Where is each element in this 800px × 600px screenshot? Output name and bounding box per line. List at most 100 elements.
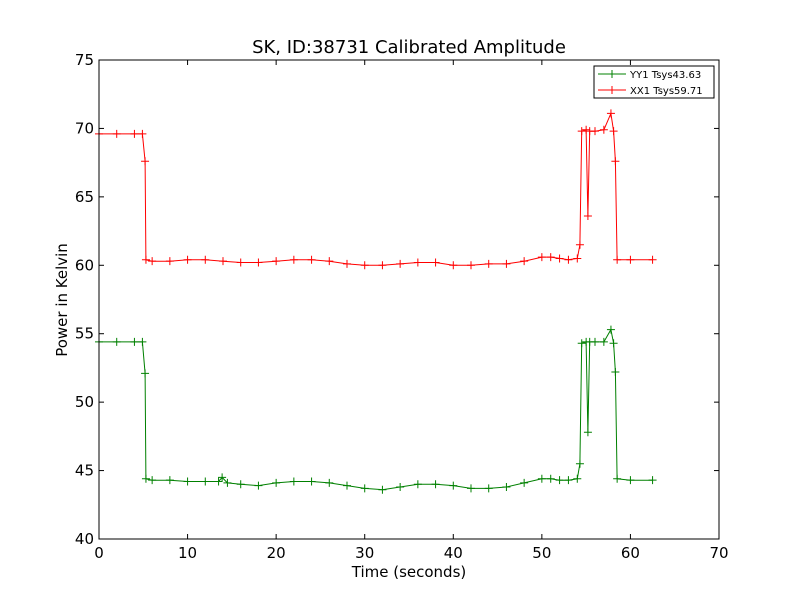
data-point (325, 478, 334, 487)
y-tick-label: 70 (75, 119, 94, 137)
data-point (582, 125, 591, 134)
data-point (236, 480, 245, 489)
y-tick-label: 40 (75, 530, 94, 548)
y-tick-label: 50 (75, 393, 94, 411)
x-tick-label: 70 (709, 544, 728, 562)
x-tick-label: 30 (355, 544, 374, 562)
x-tick-label: 10 (178, 544, 197, 562)
y-tick-label: 45 (75, 462, 94, 480)
data-point (141, 474, 150, 483)
data-point (396, 482, 405, 491)
data-point (254, 258, 263, 267)
plot-frame (98, 59, 720, 540)
data-point (413, 258, 422, 267)
data-point (609, 339, 618, 348)
data-point (613, 474, 622, 483)
data-point (165, 476, 174, 485)
data-point (648, 255, 657, 264)
data-point (609, 127, 618, 136)
legend: YY1 Tsys43.63 XX1 Tsys59.71 (593, 65, 715, 99)
data-point (591, 127, 599, 136)
data-point (130, 129, 139, 138)
data-point (546, 253, 555, 262)
data-point (218, 473, 227, 482)
data-point (577, 127, 586, 136)
data-point (325, 257, 334, 266)
data-point (343, 481, 351, 490)
legend-label: XX1 Tsys59.71 (630, 86, 703, 97)
data-point (575, 240, 584, 249)
data-point (141, 255, 150, 264)
x-tick-label: 50 (532, 544, 551, 562)
data-point (219, 257, 227, 266)
data-point (112, 129, 121, 138)
series-0 (95, 325, 657, 494)
data-point (648, 476, 657, 485)
data-point (307, 477, 316, 486)
data-point (599, 125, 608, 134)
data-point (537, 474, 546, 483)
data-point (254, 481, 263, 490)
data-point (272, 257, 281, 266)
series-line (99, 328, 653, 491)
legend-marker (608, 70, 616, 78)
legend-label: YY1 Tsys43.63 (629, 70, 701, 81)
data-point (130, 337, 139, 346)
chart-title: SK, ID:38731 Calibrated Amplitude (252, 37, 566, 58)
data-point (564, 255, 573, 264)
data-point (613, 255, 622, 264)
y-tick-label: 60 (75, 256, 94, 274)
data-point (583, 428, 592, 437)
x-tick-label: 40 (444, 544, 463, 562)
y-tick-label: 55 (75, 325, 94, 343)
data-point (148, 257, 157, 266)
series-line (99, 111, 653, 266)
data-point (165, 257, 174, 266)
data-point (573, 254, 582, 263)
data-point (289, 477, 298, 486)
y-axis-label: Power in Kelvin (53, 243, 71, 357)
data-point (564, 476, 573, 485)
data-point (537, 253, 546, 262)
data-point (606, 109, 615, 118)
data-point (289, 255, 298, 264)
data-point (138, 129, 147, 138)
data-point (577, 339, 586, 348)
data-point (223, 478, 232, 487)
data-point (307, 255, 316, 264)
x-tick-label: 0 (94, 544, 104, 562)
x-tick-label: 20 (267, 544, 286, 562)
data-point (484, 259, 493, 268)
data-point (343, 259, 351, 268)
data-point (360, 484, 369, 493)
data-point (467, 261, 475, 270)
data-point (626, 476, 635, 485)
data-point (611, 157, 620, 166)
y-tick-label: 75 (75, 51, 94, 69)
data-point (431, 480, 440, 489)
y-tick-label: 65 (75, 188, 94, 206)
series-1 (95, 109, 657, 270)
data-point (546, 474, 555, 483)
data-point (611, 368, 620, 377)
data-point (378, 261, 387, 270)
data-point (378, 485, 387, 494)
legend-marker (608, 86, 616, 94)
data-point (555, 476, 564, 485)
data-point (413, 480, 422, 489)
data-point (112, 337, 121, 346)
data-point (449, 481, 458, 490)
data-point (396, 259, 405, 268)
data-point (183, 255, 192, 264)
data-point (502, 482, 511, 491)
data-point (599, 337, 608, 346)
data-point (591, 337, 599, 346)
data-point (138, 337, 147, 346)
data-point (626, 255, 635, 264)
data-point (575, 459, 584, 468)
data-point (606, 325, 615, 334)
data-point (520, 478, 529, 487)
data-point (484, 484, 493, 493)
data-point (201, 255, 210, 264)
